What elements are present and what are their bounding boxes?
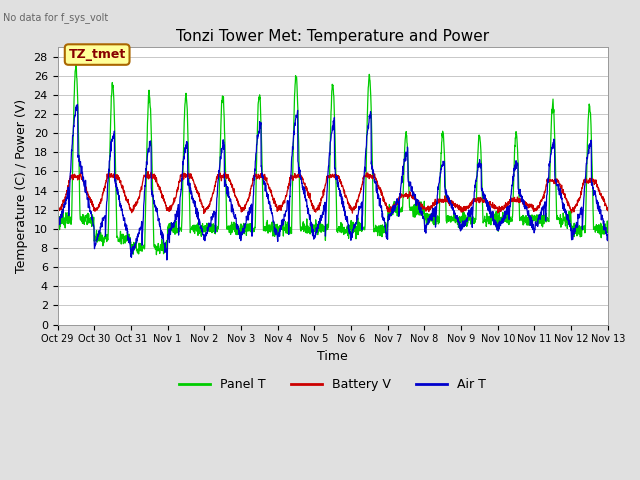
Battery V bbox=[361, 172, 369, 178]
Air T bbox=[361, 168, 369, 174]
Air T bbox=[604, 238, 612, 243]
Battery V bbox=[349, 205, 356, 211]
Air T bbox=[54, 227, 61, 233]
Air T bbox=[349, 227, 356, 232]
Air T bbox=[163, 257, 171, 263]
Battery V bbox=[571, 204, 579, 210]
Panel T bbox=[493, 210, 500, 216]
Text: No data for f_sys_volt: No data for f_sys_volt bbox=[3, 12, 108, 23]
Panel T bbox=[604, 228, 612, 234]
Panel T bbox=[72, 60, 80, 65]
Battery V bbox=[604, 208, 612, 214]
Panel T bbox=[54, 216, 61, 222]
Panel T bbox=[152, 252, 160, 258]
Air T bbox=[556, 188, 563, 194]
Air T bbox=[571, 226, 579, 231]
Line: Panel T: Panel T bbox=[58, 62, 608, 255]
Y-axis label: Temperature (C) / Power (V): Temperature (C) / Power (V) bbox=[15, 99, 28, 273]
Air T bbox=[207, 216, 215, 221]
Battery V bbox=[556, 182, 563, 188]
Panel T bbox=[349, 219, 356, 225]
Panel T bbox=[207, 223, 215, 229]
Line: Battery V: Battery V bbox=[58, 171, 608, 214]
Air T bbox=[74, 101, 81, 107]
Legend: Panel T, Battery V, Air T: Panel T, Battery V, Air T bbox=[174, 373, 492, 396]
Title: Tonzi Tower Met: Temperature and Power: Tonzi Tower Met: Temperature and Power bbox=[176, 29, 489, 44]
Text: TZ_tmet: TZ_tmet bbox=[68, 48, 126, 61]
Panel T bbox=[556, 221, 563, 227]
Battery V bbox=[144, 168, 152, 174]
Line: Air T: Air T bbox=[58, 104, 608, 260]
Battery V bbox=[493, 205, 500, 211]
Battery V bbox=[207, 197, 215, 203]
X-axis label: Time: Time bbox=[317, 350, 348, 363]
Panel T bbox=[361, 225, 369, 231]
Battery V bbox=[200, 211, 207, 216]
Battery V bbox=[54, 208, 61, 214]
Air T bbox=[493, 224, 500, 229]
Panel T bbox=[571, 223, 579, 228]
